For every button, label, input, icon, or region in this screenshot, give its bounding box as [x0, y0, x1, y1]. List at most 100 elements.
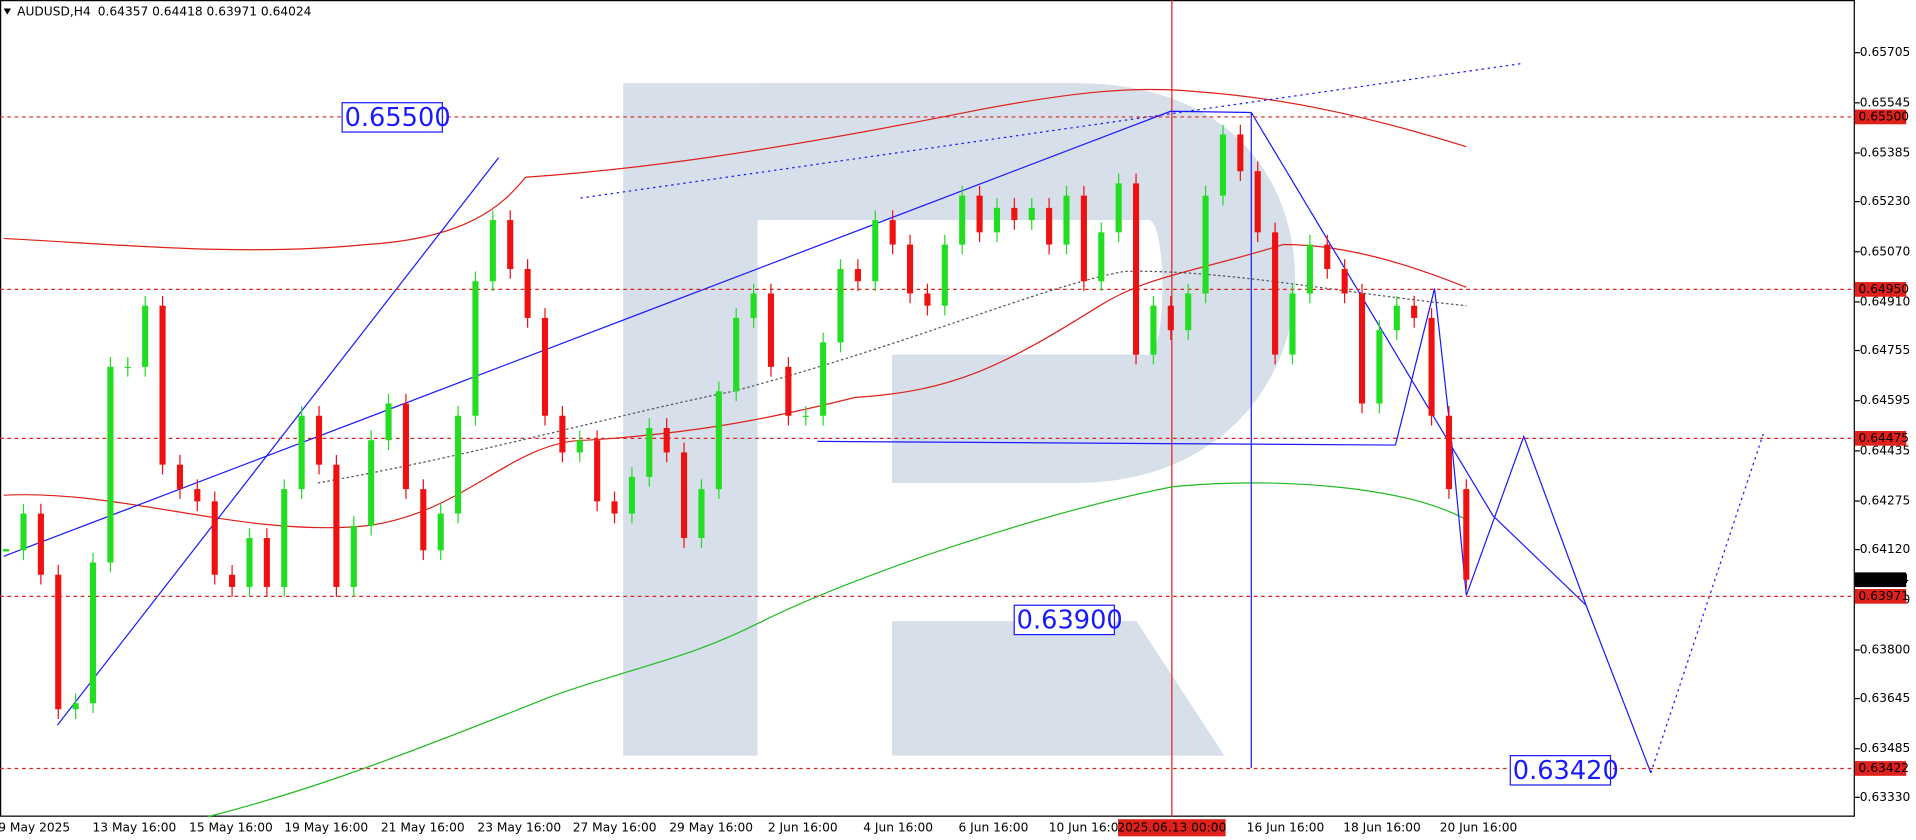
price-label: 0.65230	[1860, 194, 1911, 208]
time-label: 29 May 16:00	[669, 820, 753, 834]
candle	[1132, 183, 1140, 355]
time-label: 27 May 16:00	[573, 820, 657, 834]
candle	[906, 244, 914, 294]
price-label: 0.63800	[1860, 642, 1911, 656]
candle	[1428, 317, 1435, 416]
candle	[1445, 415, 1452, 490]
candle	[263, 538, 270, 587]
candle	[1011, 207, 1018, 221]
candle	[72, 703, 79, 710]
candle	[1393, 305, 1400, 331]
annotation: 0.63900	[1017, 606, 1123, 636]
candle	[820, 342, 827, 416]
candle	[1028, 207, 1035, 221]
candle	[524, 269, 531, 318]
candle	[37, 513, 44, 575]
candle	[1324, 244, 1331, 270]
price-label: 0.65385	[1860, 146, 1911, 160]
candle	[1237, 134, 1244, 172]
candle	[802, 415, 809, 417]
candle	[1115, 183, 1122, 233]
candle	[1202, 195, 1209, 294]
price-label: 0.63330	[1860, 790, 1911, 804]
level-tag	[1854, 589, 1907, 604]
time-label: 15 May 16:00	[189, 820, 273, 834]
price-label: 0.64755	[1860, 343, 1911, 357]
level-tag	[1854, 109, 1907, 125]
price-label: 0.65070	[1860, 244, 1911, 258]
candle	[1185, 293, 1192, 331]
candle	[1046, 207, 1053, 245]
candle	[1463, 489, 1470, 580]
candle	[1167, 305, 1174, 331]
candle	[663, 427, 670, 453]
candle	[698, 489, 705, 539]
candle	[489, 220, 496, 282]
menu-arrow[interactable]	[3, 8, 11, 15]
candle	[402, 403, 409, 490]
candle	[124, 366, 131, 369]
candle	[1063, 195, 1070, 245]
candle	[646, 427, 653, 477]
symbol: AUDUSD,H4	[17, 5, 91, 19]
candle	[420, 489, 427, 551]
candle	[576, 440, 583, 453]
time-label: 10 Jun 16:00	[1049, 820, 1127, 834]
candle	[1289, 293, 1296, 355]
level-label: 0.63422	[1859, 761, 1910, 775]
candle	[541, 317, 549, 416]
candle	[246, 538, 253, 587]
candle	[1150, 305, 1157, 355]
candle	[472, 281, 479, 416]
candle	[350, 525, 357, 587]
candle	[1254, 171, 1261, 233]
candle	[455, 415, 462, 514]
price-label: 0.64275	[1860, 494, 1911, 508]
candle	[733, 317, 740, 392]
candle	[1376, 330, 1383, 404]
candle	[229, 574, 236, 587]
candle	[333, 464, 340, 587]
candle	[993, 207, 1001, 233]
annotation-box	[341, 102, 443, 133]
plot-frame	[0, 0, 1855, 817]
candle	[976, 195, 983, 233]
watermark	[623, 83, 1296, 756]
time-label: 2 Jun 16:00	[768, 820, 838, 834]
candle	[872, 220, 879, 282]
price-tag-label: 0.64024	[1859, 572, 1910, 586]
price-tag	[1854, 572, 1907, 588]
price-label: 0.63645	[1860, 691, 1911, 705]
candle	[55, 574, 62, 710]
candle	[750, 293, 757, 318]
time-label: 19 May 16:00	[284, 820, 368, 834]
candle	[298, 415, 305, 490]
time-label: 6 Jun 16:00	[959, 820, 1029, 834]
candle	[1358, 293, 1366, 404]
candle	[1080, 195, 1087, 282]
candle	[194, 489, 201, 502]
candle	[628, 476, 635, 514]
candle	[1219, 134, 1227, 196]
candle	[385, 403, 392, 441]
time-label: 20 Jun 16:00	[1440, 820, 1518, 834]
candle	[715, 391, 722, 490]
time-label: 21 May 16:00	[381, 820, 465, 834]
candle	[1411, 305, 1418, 318]
annotation: 0.63420	[1513, 756, 1619, 786]
candle	[176, 464, 183, 490]
candle	[211, 501, 218, 575]
candle	[1341, 269, 1348, 294]
candle	[594, 440, 601, 502]
candle	[1272, 232, 1279, 355]
candle	[368, 440, 375, 526]
candle	[107, 366, 114, 563]
candle	[89, 562, 97, 704]
annotation-box	[1509, 755, 1612, 786]
candle	[437, 513, 444, 551]
candle	[1098, 232, 1105, 282]
price-label: 0.64120	[1860, 542, 1911, 556]
indicators	[3, 62, 1764, 818]
candle	[959, 195, 966, 245]
